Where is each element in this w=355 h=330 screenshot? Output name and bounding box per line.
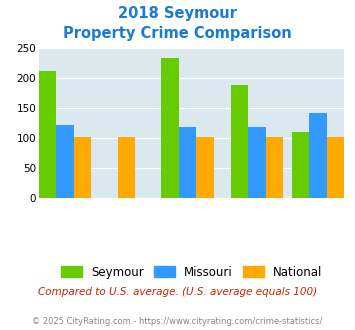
Bar	[56, 125, 74, 198]
Bar	[179, 126, 196, 198]
Text: Compared to U.S. average. (U.S. average equals 100): Compared to U.S. average. (U.S. average …	[38, 287, 317, 297]
Bar	[39, 71, 56, 198]
Bar	[196, 137, 213, 198]
Text: Property Crime Comparison: Property Crime Comparison	[63, 26, 292, 41]
Bar	[248, 126, 266, 198]
Legend: Seymour, Missouri, National: Seymour, Missouri, National	[56, 261, 327, 283]
Bar	[327, 137, 344, 198]
Text: © 2025 CityRating.com - https://www.cityrating.com/crime-statistics/: © 2025 CityRating.com - https://www.city…	[32, 317, 323, 326]
Bar	[231, 85, 248, 198]
Bar	[266, 137, 283, 198]
Bar	[310, 113, 327, 198]
Bar	[74, 137, 91, 198]
Bar	[161, 58, 179, 198]
Bar	[118, 137, 135, 198]
Text: 2018 Seymour: 2018 Seymour	[118, 7, 237, 21]
Bar	[292, 132, 310, 198]
